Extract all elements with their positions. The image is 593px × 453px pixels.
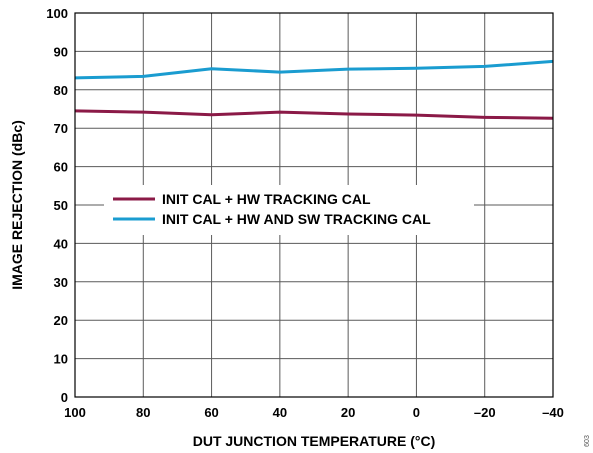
y-tick-labels: 0 10 20 30 40 50 60 70 80 90 100	[46, 6, 68, 405]
y-tick-label: 30	[54, 275, 68, 290]
legend: INIT CAL + HW TRACKING CAL INIT CAL + HW…	[104, 185, 474, 235]
x-tick-label: 100	[64, 405, 86, 420]
legend-label-series-2: INIT CAL + HW AND SW TRACKING CAL	[162, 211, 431, 227]
y-tick-label: 90	[54, 44, 68, 59]
x-tick-label: 80	[136, 405, 150, 420]
y-tick-label: 40	[54, 236, 68, 251]
x-axis-label: DUT JUNCTION TEMPERATURE (°C)	[193, 433, 436, 449]
y-tick-label: 10	[54, 352, 68, 367]
series-line-2	[74, 59, 554, 80]
x-tick-label: 40	[273, 405, 287, 420]
figure-number: 603	[584, 435, 591, 447]
y-tick-label: 100	[46, 6, 68, 21]
x-tick-label: 0	[413, 405, 420, 420]
series-lines	[74, 59, 554, 120]
legend-background	[104, 185, 474, 235]
plot-frame	[74, 12, 554, 398]
x-tick-label: –20	[474, 405, 496, 420]
series-line-1	[74, 109, 554, 120]
y-tick-label: 70	[54, 121, 68, 136]
y-tick-label: 0	[61, 390, 68, 405]
y-tick-label: 50	[54, 198, 68, 213]
y-tick-label: 60	[54, 160, 68, 175]
y-tick-label: 20	[54, 313, 68, 328]
y-tick-label: 80	[54, 83, 68, 98]
legend-label-series-1: INIT CAL + HW TRACKING CAL	[162, 191, 371, 207]
x-tick-label: –40	[542, 405, 564, 420]
x-tick-label: 20	[341, 405, 355, 420]
x-tick-label: 60	[204, 405, 218, 420]
x-tick-labels: 100 80 60 40 20 0 –20 –40	[64, 405, 564, 420]
y-axis-label: IMAGE REJECTION (dBc)	[9, 120, 25, 290]
